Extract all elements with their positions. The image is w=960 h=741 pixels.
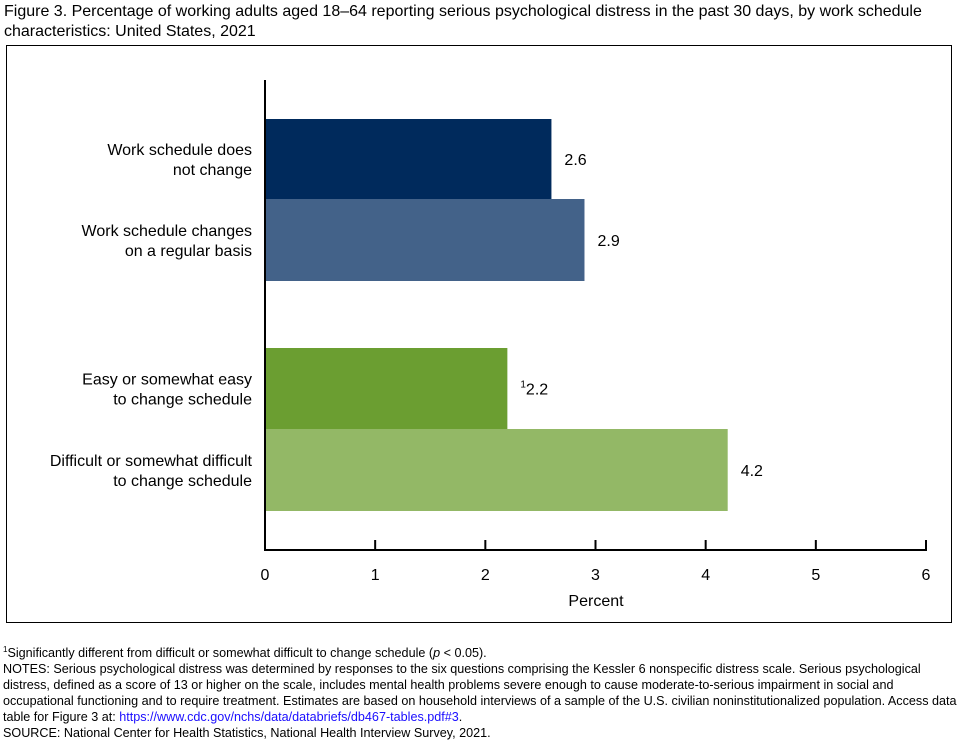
bar bbox=[265, 119, 552, 199]
category-label: on a regular basis bbox=[125, 243, 252, 260]
figure-title: Figure 3. Percentage of working adults a… bbox=[4, 3, 922, 40]
category-label: Work schedule changes bbox=[82, 223, 252, 240]
chart-frame bbox=[6, 45, 952, 623]
category-label: Difficult or somewhat difficult bbox=[50, 453, 253, 470]
data-table-link[interactable]: https://www.cdc.gov/nchs/data/databriefs… bbox=[119, 710, 459, 725]
x-tick-label: 4 bbox=[701, 567, 710, 584]
category-label: to change schedule bbox=[113, 392, 252, 409]
x-axis-title: Percent bbox=[568, 593, 624, 610]
bar-chart: 2.6 Work schedule does not change 2.9 Work s… bbox=[50, 80, 931, 610]
bar bbox=[265, 348, 508, 429]
data-label: 2.6 bbox=[564, 152, 586, 169]
x-tick-label: 2 bbox=[481, 567, 490, 584]
data-label: 4.2 bbox=[741, 463, 763, 480]
source: SOURCE: National Center for Health Stati… bbox=[3, 726, 491, 741]
x-tick-label: 6 bbox=[922, 567, 931, 584]
x-tick-label: 1 bbox=[371, 567, 380, 584]
category-label: not change bbox=[173, 162, 252, 179]
x-tick-label: 0 bbox=[261, 567, 270, 584]
x-tick-label: 3 bbox=[591, 567, 600, 584]
bar bbox=[265, 199, 585, 281]
category-label: Work schedule does bbox=[107, 142, 252, 159]
bar bbox=[265, 429, 728, 511]
category-label: Easy or somewhat easy bbox=[82, 372, 252, 389]
data-label: 12.2 bbox=[520, 380, 548, 399]
footnote: 1Significantly different from difficult … bbox=[3, 645, 487, 661]
notes: 1Significantly different from difficult … bbox=[3, 642, 958, 741]
x-tick-label: 5 bbox=[811, 567, 820, 584]
data-label: 2.9 bbox=[597, 233, 619, 250]
notes-text: NOTES: Serious psychological distress wa… bbox=[3, 662, 957, 725]
category-label: to change schedule bbox=[113, 473, 252, 490]
